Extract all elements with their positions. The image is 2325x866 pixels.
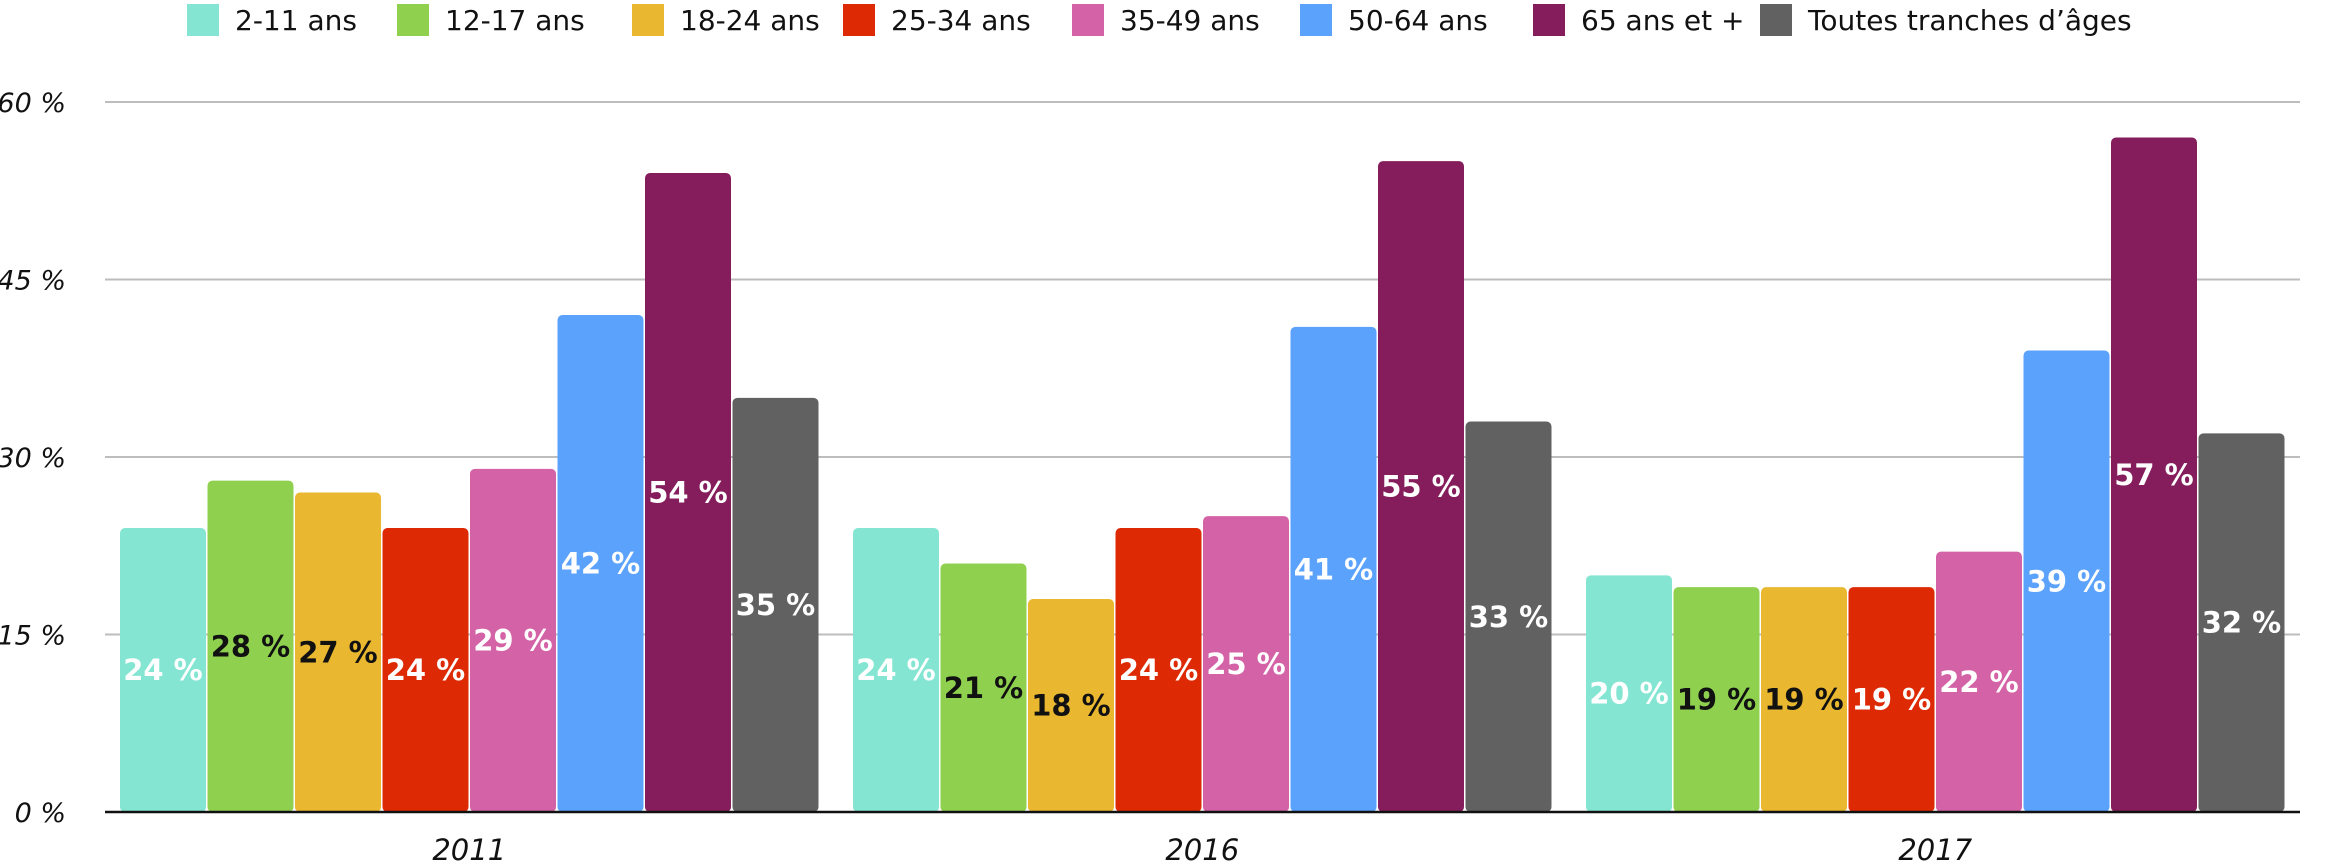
bar [1378,161,1464,812]
x-axis-categories: 2011 2016 2017 [432,833,1972,866]
y-tick-label: 45 % [0,266,66,297]
legend-label: 50-64 ans [1348,4,1488,37]
bar-data-label: 32 % [2202,606,2282,640]
bar-data-label: 19 % [1852,683,1932,717]
bar-data-label: 28 % [211,629,291,663]
bar-data-label: 54 % [648,476,728,510]
legend-swatch [1533,4,1565,36]
legend-label: 12-17 ans [445,4,585,37]
bar [1290,326,1377,812]
legend-label: 18-24 ans [680,4,820,37]
data-labels: 24 %28 % 27 %24 %29 %42 %54 %35 %24 %21 %… [123,458,2281,723]
bar [645,173,731,812]
bar [1673,587,1760,812]
y-tick-label: 15 % [0,621,66,652]
bar-data-label: 33 % [1469,600,1549,634]
bar [120,528,206,812]
bar-data-label: 41 % [1294,552,1374,586]
bar-data-label: 27 % [298,635,378,669]
bar [732,397,819,812]
bars [120,137,2285,812]
bar-data-label: 21 % [944,671,1024,705]
y-tick-label: 60 % [0,88,66,119]
legend-label: Toutes tranches d’âges [1807,4,2132,37]
bar-data-label: 20 % [1589,677,1669,711]
bar [1586,575,1672,812]
bar [1761,587,1847,812]
legend-swatch [1760,4,1792,36]
bar-data-label: 24 % [123,653,203,687]
bar [940,563,1027,812]
legend-label: 65 ans et + [1581,4,1745,37]
legend: 2-11 ans 12-17 ans 18-24 ans 25-34 ans 35-49… [187,4,2132,37]
y-axis-ticks: 0 % 15 % 30 % 45 % 60 % [0,88,66,829]
bar-data-label: 39 % [2027,564,2107,598]
bar [2198,433,2285,812]
bar-data-label: 25 % [1206,647,1286,681]
bar-data-label: 29 % [473,623,553,657]
bar [470,468,556,812]
x-category-label: 2017 [1898,833,1972,866]
legend-label: 35-49 ans [1120,4,1260,37]
bar-data-label: 24 % [856,653,936,687]
bar-data-label: 42 % [561,547,641,581]
bar [1203,516,1289,812]
bar [1115,528,1202,812]
bar [557,315,644,812]
bar [1028,599,1114,812]
bar-data-label: 19 % [1764,683,1844,717]
bar [1465,421,1552,812]
bar-data-label: 22 % [1939,665,2019,699]
y-tick-label: 30 % [0,443,66,474]
bar [295,492,381,812]
legend-swatch [397,4,429,36]
legend-swatch [1300,4,1332,36]
y-tick-label: 0 % [15,798,66,829]
bar [382,528,469,812]
bar-data-label: 55 % [1381,470,1461,504]
bar [2111,137,2197,812]
bar-data-label: 19 % [1677,683,1757,717]
legend-label: 25-34 ans [891,4,1031,37]
bar-data-label: 18 % [1031,689,1111,723]
bar-data-label: 24 % [1119,653,1199,687]
bar-data-label: 57 % [2114,458,2194,492]
x-category-label: 2016 [1165,833,1239,866]
bar-data-label: 24 % [386,653,466,687]
legend-swatch [843,4,875,36]
legend-swatch [1072,4,1104,36]
legend-swatch [187,4,219,36]
x-category-label: 2011 [432,833,506,866]
bar [1936,551,2022,812]
legend-swatch [632,4,664,36]
bar [853,528,939,812]
legend-label: 2-11 ans [235,4,357,37]
bar [2023,350,2110,812]
bar [1848,587,1935,812]
bar-data-label: 35 % [736,588,816,622]
bar [207,480,294,812]
